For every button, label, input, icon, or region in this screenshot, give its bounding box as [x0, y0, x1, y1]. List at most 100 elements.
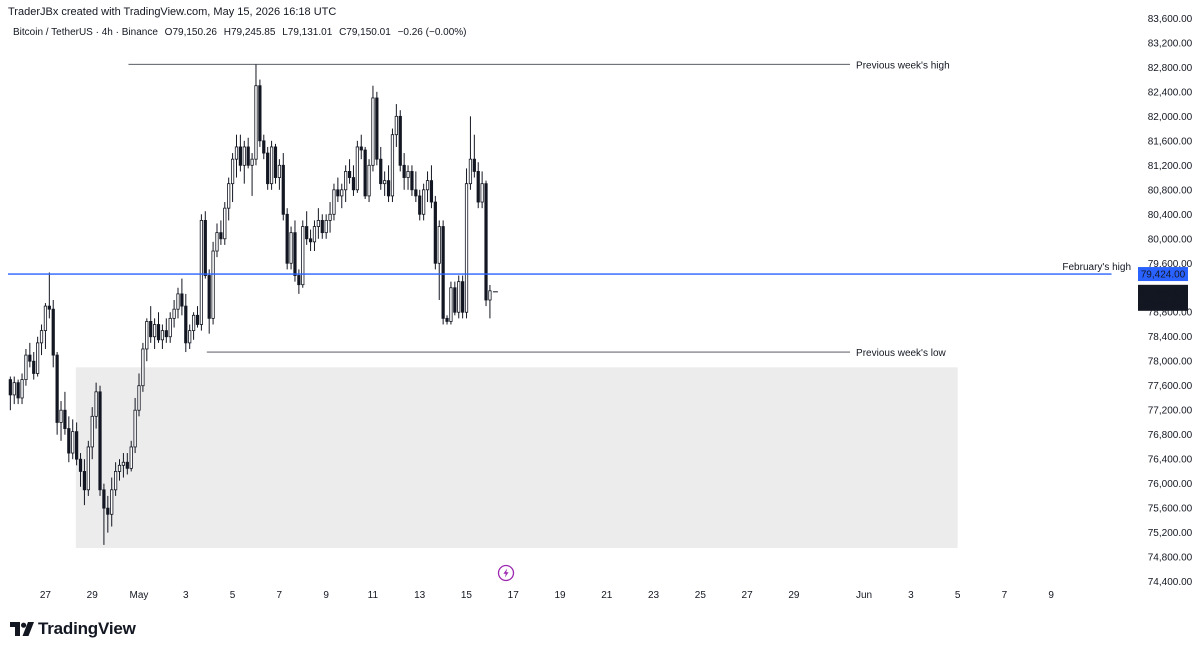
candle [164, 318, 168, 343]
candle [375, 91, 379, 166]
candle [12, 376, 16, 405]
candle [90, 407, 94, 460]
price-tick-label: 76,000.00 [1148, 479, 1193, 490]
candle [121, 453, 126, 478]
lightning-icon[interactable] [497, 564, 515, 582]
candle [137, 373, 141, 417]
candle [98, 385, 102, 496]
candle [363, 146, 367, 199]
candle [340, 183, 344, 209]
price-tick-label: 78,000.00 [1148, 357, 1193, 368]
candle [141, 342, 145, 392]
price-tick-label: 78,800.00 [1148, 308, 1193, 319]
countdown-timer: 03:41:25 [1144, 299, 1183, 310]
price-tick-label: 74,400.00 [1148, 577, 1193, 588]
time-axis[interactable]: 27 29 May 3 5 7 9 11 13 15 17 19 21 23 25 27 29 Jun 3 5 7 9 [40, 590, 1055, 601]
candle [316, 208, 320, 239]
candle [320, 214, 324, 239]
candle [16, 379, 20, 405]
candle [234, 134, 239, 178]
candle [464, 168, 469, 319]
time-tick-label: 23 [648, 590, 660, 601]
candle [152, 318, 157, 349]
candle [312, 220, 317, 252]
time-tick-label: May [130, 590, 149, 601]
candle [211, 241, 215, 325]
candle [43, 303, 48, 349]
candle [223, 202, 227, 245]
candle [254, 64, 258, 166]
candle [215, 223, 219, 258]
symbol-name[interactable]: Bitcoin / TetherUS · 4h · Binance [13, 27, 158, 38]
candle [172, 300, 176, 328]
candle [301, 220, 305, 288]
low-value: L79,131.01 [282, 27, 333, 38]
candle [414, 171, 418, 203]
previous-week-high-line[interactable]: Previous week's high [128, 60, 950, 71]
candle [328, 202, 332, 233]
candle [277, 159, 281, 190]
price-tick-label: 76,400.00 [1148, 455, 1193, 466]
candle [488, 285, 492, 319]
price-tick-label: 81,600.00 [1148, 136, 1193, 147]
candle [472, 134, 476, 178]
candle [110, 477, 114, 527]
time-tick-label: 29 [87, 590, 99, 601]
price-tick-label: 80,400.00 [1148, 210, 1193, 221]
candle [425, 171, 430, 203]
candle [285, 208, 289, 270]
candle [106, 495, 110, 533]
demand-zone-rectangle[interactable] [75, 367, 958, 548]
candle [117, 459, 122, 481]
candle [351, 165, 356, 196]
time-tick-label: 19 [554, 590, 566, 601]
chart-attribution: TraderJBx created with TradingView.com, … [8, 6, 337, 18]
open-value: O79,150.26 [164, 27, 217, 38]
candle [367, 159, 371, 203]
candle [246, 137, 250, 169]
time-tick-label: 3 [183, 590, 189, 601]
candle [36, 336, 40, 377]
candle [386, 165, 391, 203]
candle [258, 79, 262, 147]
candle [184, 293, 188, 353]
price-tick-label: 82,400.00 [1148, 87, 1193, 98]
candle [461, 275, 465, 319]
price-axis[interactable]: 83,600.00 83,200.00 82,800.00 82,400.00 82,0… [1148, 14, 1193, 588]
candle [429, 165, 434, 209]
candle [379, 146, 383, 190]
candle [371, 85, 375, 172]
price-tick-label: 77,600.00 [1148, 381, 1193, 392]
candle [410, 165, 414, 196]
high-value: H79,245.85 [223, 27, 276, 38]
candle [445, 315, 449, 325]
candle [176, 287, 180, 319]
price-tick-label: 74,800.00 [1148, 553, 1193, 564]
candle [219, 220, 223, 245]
candle [402, 153, 406, 190]
price-tick-label: 80,800.00 [1148, 185, 1193, 196]
time-tick-label: 9 [323, 590, 329, 601]
candle [238, 134, 242, 172]
candle [86, 440, 90, 496]
line-label: Previous week's low [856, 348, 947, 359]
tradingview-logo-icon [10, 622, 34, 636]
close-value: C79,150.01 [339, 27, 391, 38]
candle [195, 306, 200, 328]
candle [281, 153, 285, 221]
candle [262, 134, 266, 160]
price-tick-label: 80,000.00 [1148, 234, 1193, 245]
change-value: −0.26 (−0.00%) [397, 27, 467, 38]
candle [149, 306, 153, 343]
price-tick-label: 81,200.00 [1148, 161, 1193, 172]
february-high-line[interactable]: February's high [8, 262, 1131, 275]
price-tick-label: 83,200.00 [1148, 38, 1193, 49]
february-high-price-badge: 79,424.00 [1138, 267, 1188, 282]
candle [55, 352, 59, 435]
tradingview-logo[interactable]: TradingView [10, 619, 136, 639]
previous-week-low-line[interactable]: Previous week's low [206, 348, 947, 359]
candle [273, 143, 278, 184]
time-tick-label: 7 [277, 590, 283, 601]
candle [51, 300, 55, 368]
